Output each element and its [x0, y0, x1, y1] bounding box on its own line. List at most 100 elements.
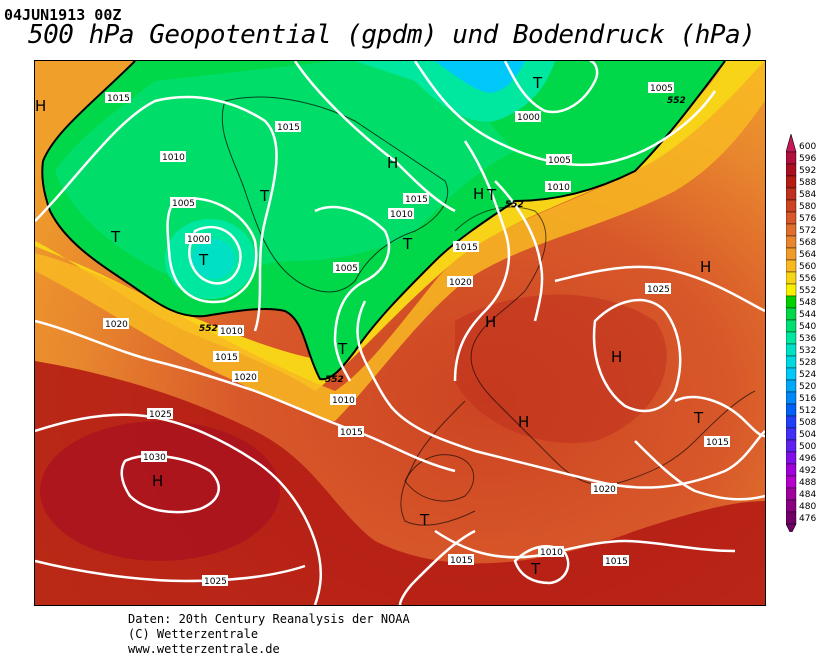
legend-label: 492	[799, 466, 816, 476]
height-label-group: 552 552 552 552	[199, 96, 686, 385]
isobar-label: 1015	[277, 123, 300, 133]
iberia-coastline	[404, 454, 475, 502]
low-marker: T	[259, 187, 270, 205]
legend-swatch	[785, 187, 797, 201]
height-label: 552	[667, 96, 686, 106]
legend-label: 528	[799, 358, 816, 368]
geopotential-field-588	[40, 421, 280, 561]
legend-label: 520	[799, 382, 816, 392]
legend-swatch	[785, 391, 797, 405]
isobar-label: 1010	[390, 210, 413, 220]
europe-coastline	[400, 206, 756, 526]
legend-swatch	[785, 199, 797, 213]
legend-label: 508	[799, 418, 816, 428]
legend-label: 556	[799, 274, 816, 284]
legend-swatch	[785, 463, 797, 477]
high-marker: H	[152, 472, 163, 490]
isobar-label: 1005	[650, 84, 673, 94]
low-marker: T	[337, 340, 348, 358]
low-marker: T	[419, 511, 430, 529]
legend-label: 600	[799, 142, 816, 152]
isobar-label: 1025	[149, 410, 172, 420]
isobar-label: 1020	[105, 320, 128, 330]
isobar-label: 1030	[143, 453, 166, 463]
legend-swatch	[785, 343, 797, 357]
isobar-label: 1005	[335, 264, 358, 274]
isobar-label: 1000	[187, 235, 210, 245]
legend-swatch	[785, 259, 797, 273]
isobar-label: 1015	[605, 557, 628, 567]
isobar-label: 1020	[449, 278, 472, 288]
legend-arrow-top	[785, 132, 797, 153]
high-marker: H	[518, 413, 529, 431]
high-marker: H	[387, 154, 398, 172]
legend-swatch	[785, 331, 797, 345]
legend-label: 504	[799, 430, 816, 440]
legend-swatch	[785, 403, 797, 417]
low-marker: T	[110, 228, 121, 246]
legend-label: 524	[799, 370, 816, 380]
isobar-label: 1010	[547, 183, 570, 193]
legend-label: 592	[799, 166, 816, 176]
legend-label: 576	[799, 214, 816, 224]
isobar-label: 1025	[204, 577, 227, 587]
legend-label: 540	[799, 322, 816, 332]
geopotential-field-580	[455, 294, 667, 443]
geopotential-field-532	[191, 239, 235, 279]
credits-line-data: Daten: 20th Century Reanalysis der NOAA	[128, 612, 410, 626]
legend-label: 496	[799, 454, 816, 464]
isobar-label: 1005	[172, 199, 195, 209]
legend-label: 484	[799, 490, 816, 500]
low-marker: T	[198, 251, 209, 269]
high-marker: H	[35, 97, 46, 115]
legend-swatch	[785, 223, 797, 237]
credits-line-copyright: (C) Wetterzentrale	[128, 627, 259, 641]
height-label: 552	[325, 375, 344, 385]
legend-swatch	[785, 319, 797, 333]
legend-swatch	[785, 247, 797, 261]
legend-label: 564	[799, 250, 816, 260]
isobar-label: 1005	[548, 156, 571, 166]
legend-swatch	[785, 487, 797, 501]
isobar-label: 1015	[340, 428, 363, 438]
legend-label: 548	[799, 298, 816, 308]
credits-line-url: www.wetterzentrale.de	[128, 642, 280, 656]
isobar-label: 1020	[234, 373, 257, 383]
greenland-coastline	[221, 96, 449, 293]
legend-label: 476	[799, 514, 816, 524]
legend-swatch	[785, 415, 797, 429]
legend-swatch	[785, 475, 797, 489]
geopotential-field-524	[435, 61, 525, 93]
isobar-label: 1015	[450, 556, 473, 566]
legend-label: 516	[799, 394, 816, 404]
date-label: 04JUN1913 00Z	[4, 6, 122, 24]
legend-swatch	[785, 427, 797, 441]
chart-title: 500 hPa Geopotential (gpdm) und Bodendru…	[28, 20, 756, 50]
legend-label: 532	[799, 346, 816, 356]
height-label: 552	[505, 200, 524, 210]
legend-swatch	[785, 439, 797, 453]
legend-swatch	[785, 271, 797, 285]
legend-swatch	[785, 211, 797, 225]
weather-map: 1015 1000 1015 1010 1005 1010 1015 1005 …	[34, 60, 766, 606]
geopotential-field-540	[55, 61, 515, 282]
isobar-label-group: 1015 1000 1015 1010 1005 1010 1015 1005 …	[103, 82, 730, 587]
legend-arrow-bottom	[785, 523, 797, 535]
legend-swatch	[785, 379, 797, 393]
legend-swatch	[785, 307, 797, 321]
low-marker: T	[486, 186, 497, 204]
isobar-label: 1020	[593, 485, 616, 495]
color-legend: 600 596 592 588 584 580 576 572 568 564 560 556 552 5…	[785, 132, 826, 535]
isobar-label: 1010	[220, 327, 243, 337]
isobar-label: 1015	[706, 438, 729, 448]
isobar-label: 1010	[162, 153, 185, 163]
legend-swatch	[785, 163, 797, 177]
legend-label: 536	[799, 334, 816, 344]
map-canvas: 1015 1000 1015 1010 1005 1010 1015 1005 …	[35, 61, 765, 605]
legend-swatch	[785, 499, 797, 513]
legend-label: 500	[799, 442, 816, 452]
legend-swatch	[785, 175, 797, 189]
legend-label: 572	[799, 226, 816, 236]
isobar-label: 1015	[215, 353, 238, 363]
legend-label: 568	[799, 238, 816, 248]
